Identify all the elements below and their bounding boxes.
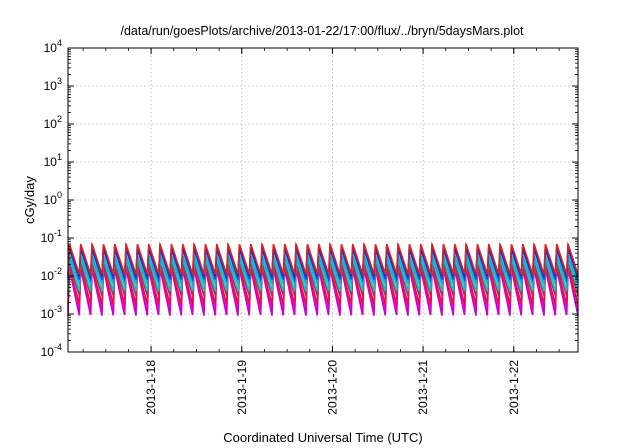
x-axis-label: Coordinated Universal Time (UTC)	[223, 430, 422, 445]
x-tick-label: 2013-1-21	[416, 360, 430, 415]
y-axis-label: cGy/day	[22, 176, 37, 224]
x-tick-label: 2013-1-20	[325, 360, 339, 415]
y-tick-label: 102	[44, 114, 62, 131]
ticks: 10-4 10-3 10-2 10-1 100 101 102 103 104 2013-1-18…	[41, 38, 578, 415]
series-line	[67, 268, 579, 316]
series-line	[67, 241, 579, 278]
y-tick-label: 104	[44, 38, 62, 55]
x-tick-label: 2013-1-22	[507, 360, 521, 415]
series-line	[67, 260, 579, 297]
series-line	[67, 253, 579, 288]
series-line	[67, 255, 579, 292]
grid	[68, 48, 578, 352]
y-tick-label: 10-1	[41, 228, 62, 245]
x-tick-label: 2013-1-19	[235, 360, 249, 415]
y-tick-label: 103	[44, 76, 62, 93]
series-line	[67, 263, 579, 305]
series-line	[67, 247, 579, 283]
y-tick-label: 10-4	[41, 342, 62, 359]
y-tick-label: 10-2	[41, 266, 62, 283]
y-tick-label: 10-3	[41, 304, 62, 321]
y-tick-label: 101	[44, 152, 62, 169]
chart-title: /data/run/goesPlots/archive/2013-01-22/1…	[120, 24, 524, 38]
series-group	[67, 241, 579, 316]
y-tick-label: 100	[44, 190, 62, 207]
x-tick-label: 2013-1-18	[144, 360, 158, 415]
